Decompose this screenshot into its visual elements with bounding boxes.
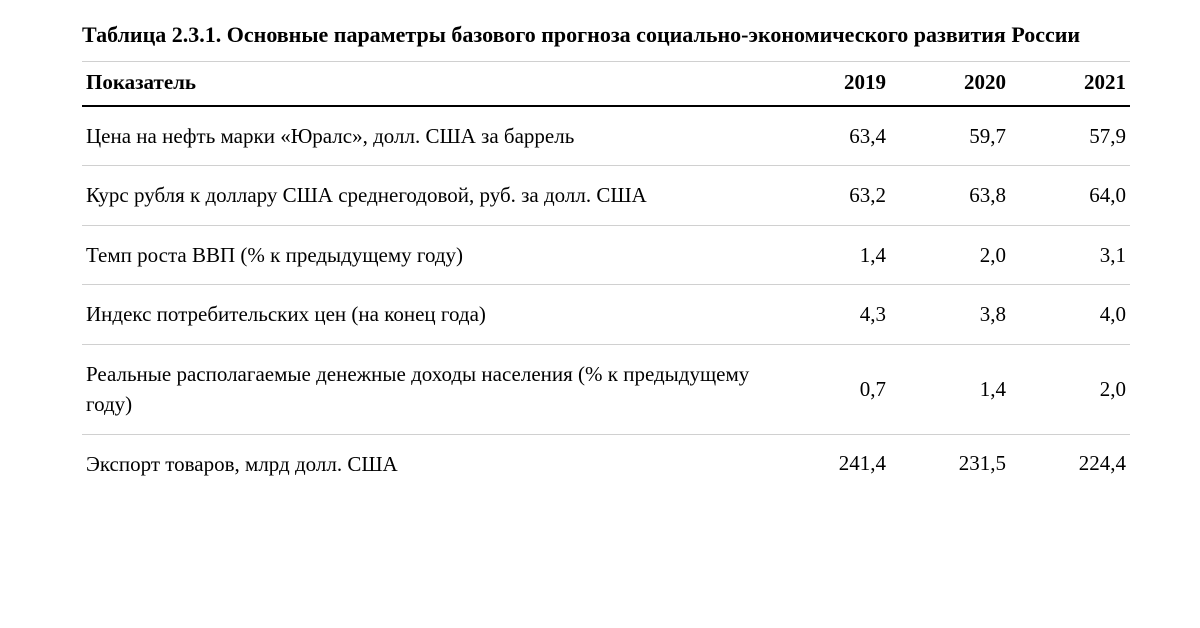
row-label: Темп роста ВВП (% к предыдущему году) bbox=[82, 225, 770, 284]
row-value: 63,4 bbox=[770, 106, 890, 166]
table-row: Индекс потребительских цен (на конец год… bbox=[82, 285, 1130, 344]
row-value: 59,7 bbox=[890, 106, 1010, 166]
header-year-2: 2021 bbox=[1010, 62, 1130, 107]
row-value: 3,1 bbox=[1010, 225, 1130, 284]
table-row: Курс рубля к доллару США среднегодовой, … bbox=[82, 166, 1130, 225]
row-label: Индекс потребительских цен (на конец год… bbox=[82, 285, 770, 344]
row-value: 4,3 bbox=[770, 285, 890, 344]
row-value: 64,0 bbox=[1010, 166, 1130, 225]
row-value: 4,0 bbox=[1010, 285, 1130, 344]
table-row: Темп роста ВВП (% к предыдущему году) 1,… bbox=[82, 225, 1130, 284]
row-label: Цена на нефть марки «Юралс», долл. США з… bbox=[82, 106, 770, 166]
row-value: 2,0 bbox=[1010, 344, 1130, 434]
row-label: Реальные располагаемые денежные доходы н… bbox=[82, 344, 770, 434]
row-value: 63,8 bbox=[890, 166, 1010, 225]
table-header-row: Показатель 2019 2020 2021 bbox=[82, 62, 1130, 107]
table-title: Таблица 2.3.1. Основные параметры базово… bbox=[82, 18, 1130, 51]
row-value: 224,4 bbox=[1010, 434, 1130, 493]
row-label: Экспорт товаров, млрд долл. США bbox=[82, 434, 770, 493]
row-value: 241,4 bbox=[770, 434, 890, 493]
row-value: 231,5 bbox=[890, 434, 1010, 493]
header-indicator: Показатель bbox=[82, 62, 770, 107]
row-value: 63,2 bbox=[770, 166, 890, 225]
forecast-table: Показатель 2019 2020 2021 Цена на нефть … bbox=[82, 61, 1130, 493]
header-year-0: 2019 bbox=[770, 62, 890, 107]
row-value: 57,9 bbox=[1010, 106, 1130, 166]
row-value: 3,8 bbox=[890, 285, 1010, 344]
row-value: 2,0 bbox=[890, 225, 1010, 284]
header-year-1: 2020 bbox=[890, 62, 1010, 107]
table-row: Цена на нефть марки «Юралс», долл. США з… bbox=[82, 106, 1130, 166]
table-row: Экспорт товаров, млрд долл. США 241,4 23… bbox=[82, 434, 1130, 493]
row-label: Курс рубля к доллару США среднегодовой, … bbox=[82, 166, 770, 225]
row-value: 1,4 bbox=[770, 225, 890, 284]
row-value: 1,4 bbox=[890, 344, 1010, 434]
row-value: 0,7 bbox=[770, 344, 890, 434]
table-row: Реальные располагаемые денежные доходы н… bbox=[82, 344, 1130, 434]
